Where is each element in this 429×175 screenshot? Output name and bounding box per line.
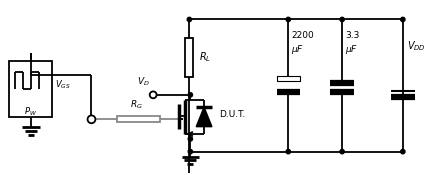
Text: $\mu F$: $\mu F$ <box>345 43 358 56</box>
Text: D.U.T.: D.U.T. <box>219 110 245 119</box>
Text: $P_W$: $P_W$ <box>24 105 37 118</box>
Circle shape <box>188 137 193 141</box>
Text: 2200: 2200 <box>291 31 314 40</box>
Polygon shape <box>196 107 212 127</box>
Circle shape <box>150 91 157 98</box>
Circle shape <box>401 149 405 154</box>
Circle shape <box>188 93 193 97</box>
Text: $V_D$: $V_D$ <box>136 75 149 88</box>
Text: $R_L$: $R_L$ <box>199 50 211 64</box>
Circle shape <box>187 17 191 22</box>
Text: 3.3: 3.3 <box>345 31 360 40</box>
Circle shape <box>286 149 290 154</box>
Text: $V_{GS}$: $V_{GS}$ <box>55 79 71 91</box>
Circle shape <box>88 115 95 123</box>
Circle shape <box>340 17 344 22</box>
Circle shape <box>401 17 405 22</box>
Text: $R_G$: $R_G$ <box>130 99 143 111</box>
Bar <box>185 38 193 77</box>
Text: $\mu F$: $\mu F$ <box>291 43 304 56</box>
Circle shape <box>286 17 290 22</box>
Circle shape <box>188 149 193 154</box>
Bar <box>118 116 160 122</box>
Bar <box>9 61 52 117</box>
Text: $V_{DD}$: $V_{DD}$ <box>407 39 426 53</box>
Circle shape <box>340 149 344 154</box>
Bar <box>277 76 300 81</box>
